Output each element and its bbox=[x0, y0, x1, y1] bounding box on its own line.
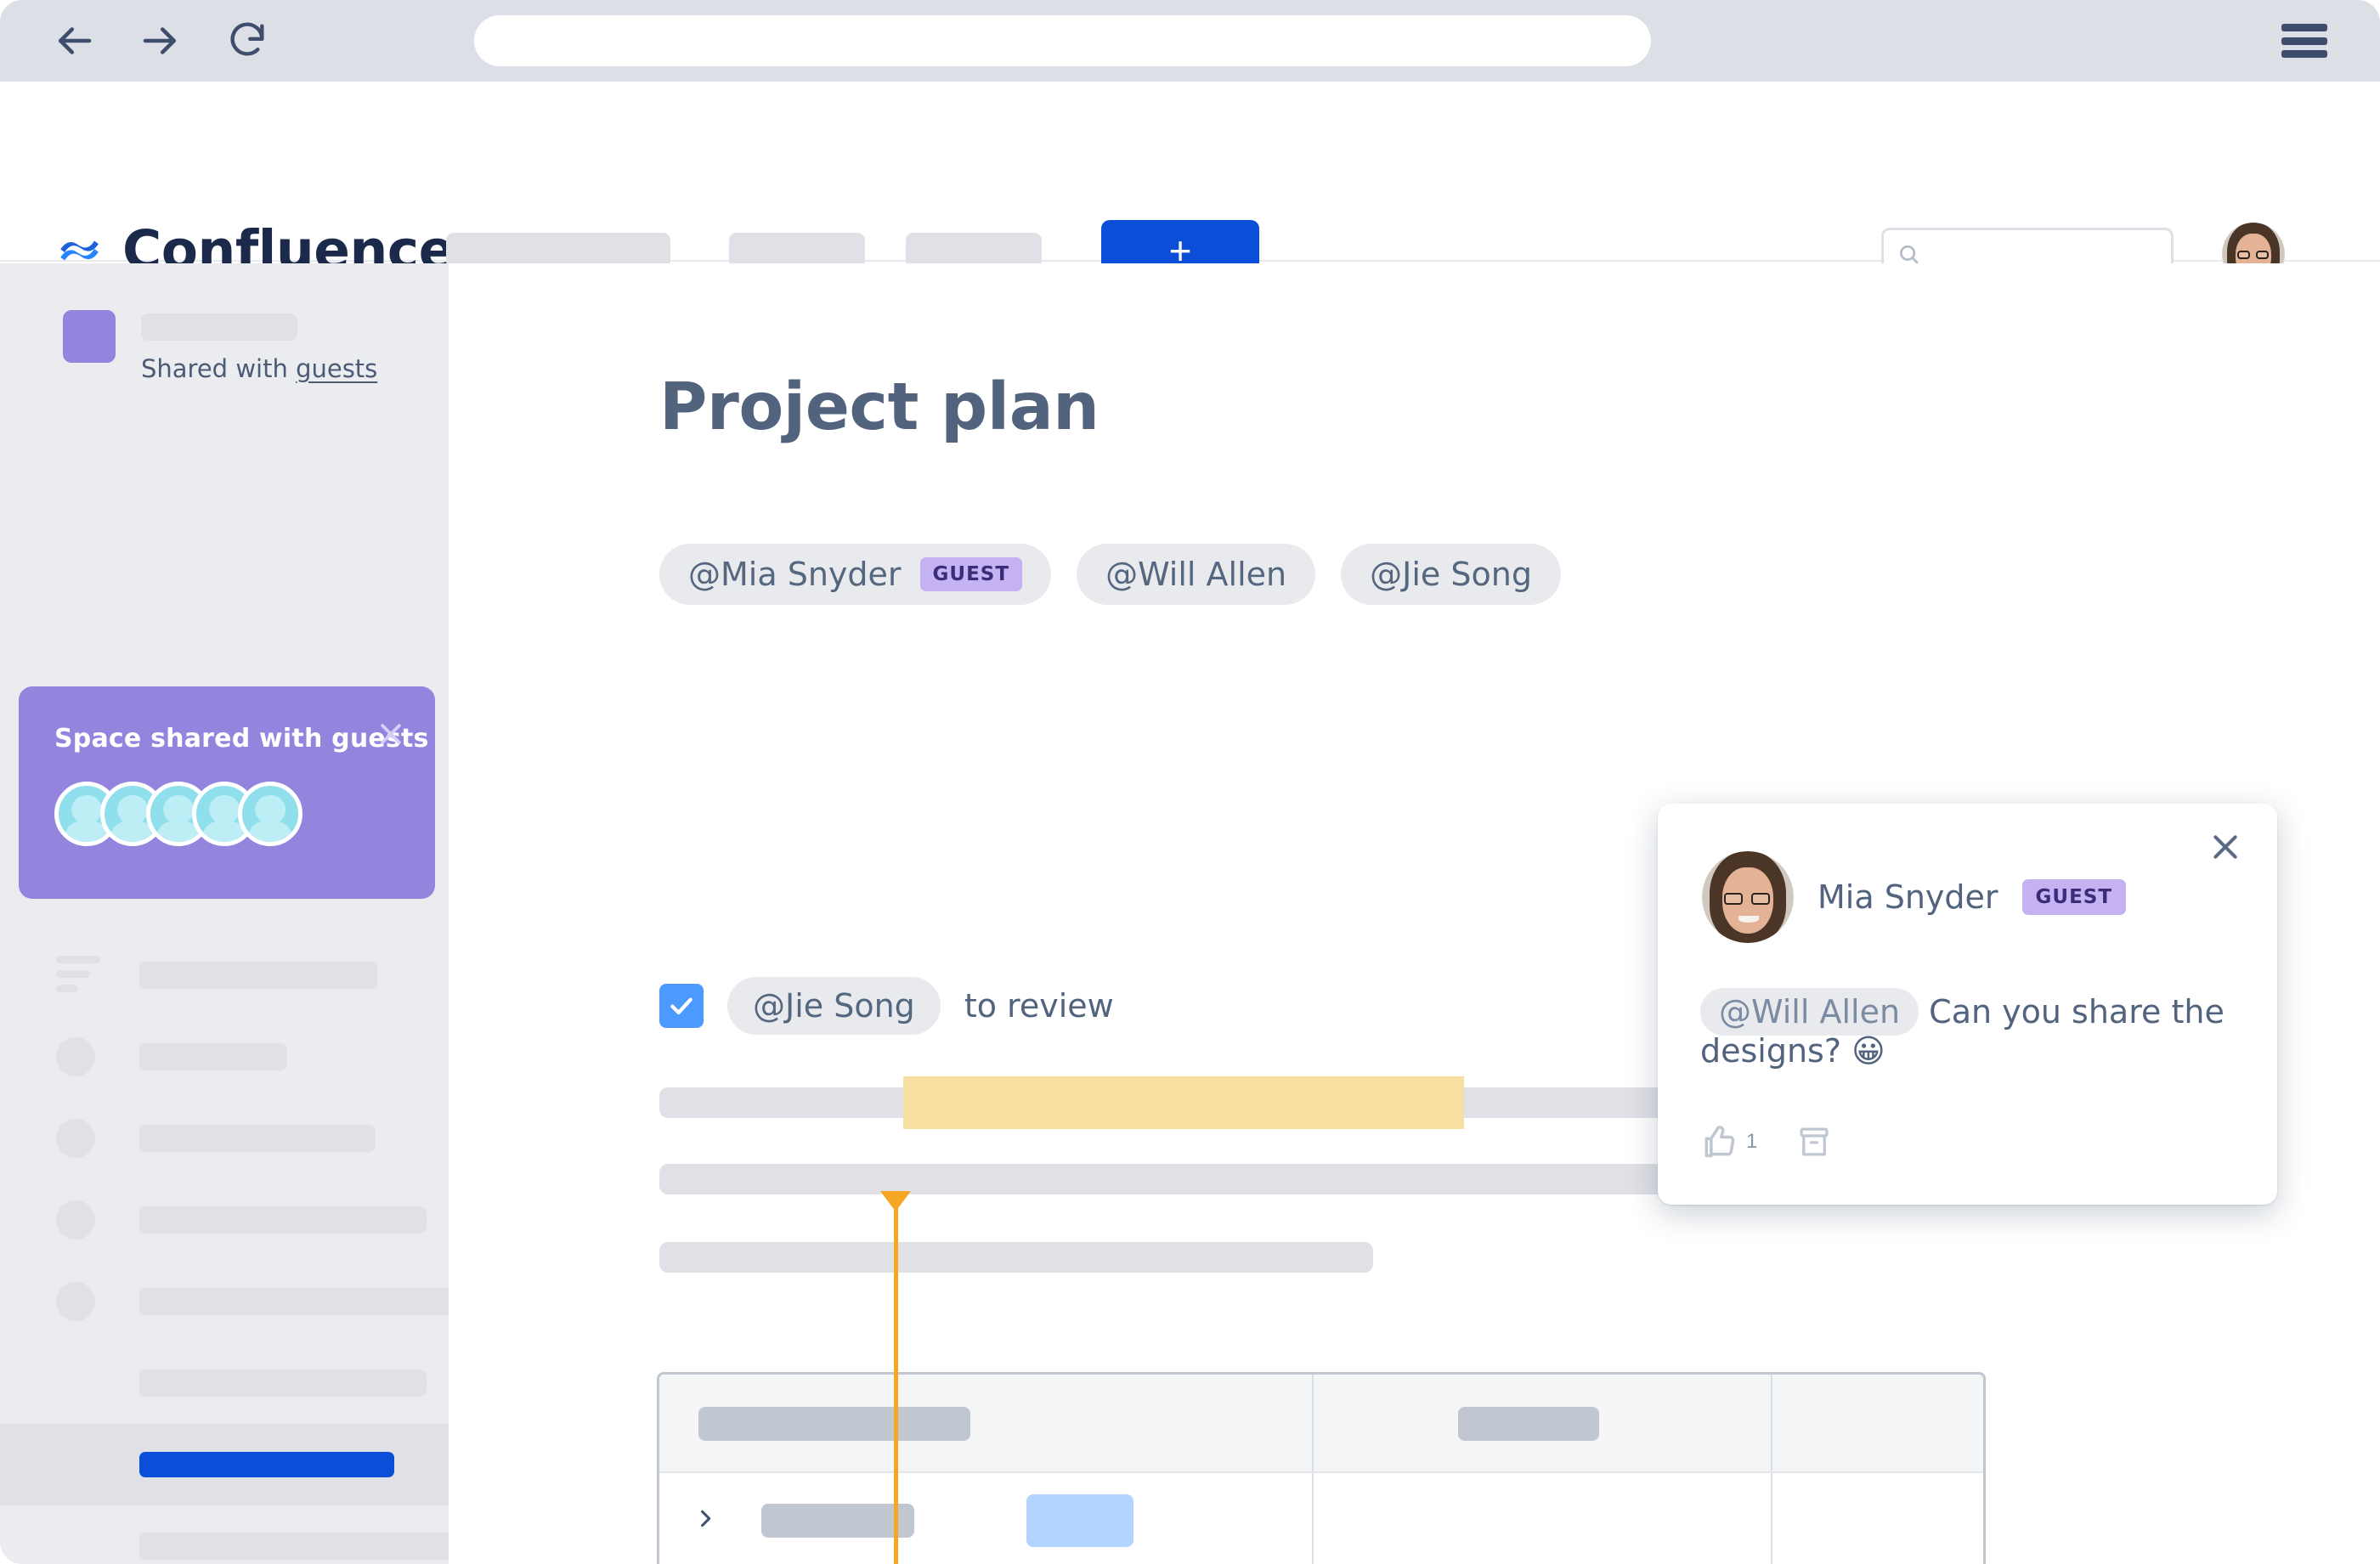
search-icon bbox=[1900, 245, 1919, 264]
mention-chip-row: @Mia Snyder GUEST @Will Allen @Jie Song bbox=[659, 544, 1561, 605]
space-name-placeholder bbox=[141, 313, 297, 341]
circle-icon bbox=[56, 1200, 112, 1239]
nav-item-2[interactable] bbox=[729, 233, 865, 268]
comment-header: Mia Snyder GUEST bbox=[1702, 851, 2127, 943]
guest-avatar-group bbox=[54, 782, 302, 846]
comment-mention[interactable]: @Will Allen bbox=[1700, 988, 1919, 1036]
hamburger-menu-icon[interactable] bbox=[2281, 24, 2327, 58]
reload-icon[interactable] bbox=[218, 11, 277, 71]
resolve-button[interactable] bbox=[1796, 1124, 1832, 1160]
guest-badge: GUEST bbox=[919, 557, 1023, 591]
sidebar-item-3[interactable] bbox=[0, 1098, 449, 1179]
sidebar-item-8[interactable] bbox=[0, 1505, 469, 1564]
gantt-bar[interactable] bbox=[1026, 1494, 1133, 1547]
circle-icon bbox=[56, 1119, 112, 1158]
mention-name: @Mia Snyder bbox=[688, 556, 902, 593]
sidebar-item-label bbox=[139, 1369, 427, 1397]
confluence-logo-icon bbox=[60, 240, 99, 261]
comment-popup: Mia Snyder GUEST @Will Allen Can you sha… bbox=[1658, 804, 2277, 1205]
guests-link[interactable]: guests bbox=[296, 354, 378, 383]
comment-author-name: Mia Snyder bbox=[1818, 878, 1998, 916]
task-mention-chip[interactable]: @Jie Song bbox=[727, 977, 941, 1035]
gantt-row[interactable] bbox=[659, 1473, 1983, 1564]
mention-chip-jie-song[interactable]: @Jie Song bbox=[1341, 544, 1561, 605]
shared-with-guests-label: Shared with guests bbox=[141, 354, 377, 383]
sidebar-item-4[interactable] bbox=[0, 1179, 449, 1261]
sidebar-item-label bbox=[139, 1533, 469, 1560]
comment-actions: 1 bbox=[1700, 1123, 1832, 1160]
sidebar-item-2[interactable] bbox=[0, 1016, 449, 1098]
sidebar-item-6[interactable] bbox=[0, 1342, 449, 1424]
circle-icon bbox=[56, 1282, 112, 1321]
archive-box-icon bbox=[1800, 1127, 1829, 1156]
text-placeholder-line bbox=[659, 1164, 1822, 1194]
gantt-header-label bbox=[698, 1407, 970, 1441]
comment-author-avatar bbox=[1702, 851, 1794, 943]
column-divider bbox=[1312, 1375, 1314, 1471]
sidebar-item-1[interactable] bbox=[0, 934, 449, 1016]
task-item: @Jie Song to review bbox=[659, 977, 1114, 1035]
column-divider bbox=[1771, 1473, 1772, 1564]
gantt-table bbox=[657, 1372, 1986, 1564]
gantt-header-row bbox=[659, 1375, 1983, 1473]
sidebar-item-label bbox=[139, 1125, 376, 1152]
mention-chip-mia-snyder[interactable]: @Mia Snyder GUEST bbox=[659, 544, 1052, 605]
sidebar-item-label bbox=[139, 1043, 287, 1070]
nav-item-1[interactable] bbox=[446, 233, 670, 268]
sidebar-item-5[interactable] bbox=[0, 1261, 469, 1342]
sidebar-item-label bbox=[139, 1288, 469, 1315]
mention-name: @Jie Song bbox=[1370, 556, 1532, 593]
comment-text-2: the designs? bbox=[1700, 993, 2225, 1070]
space-shared-with-guests-card: Space shared with guests bbox=[19, 686, 435, 899]
list-lines-icon bbox=[56, 956, 112, 995]
checkmark-icon bbox=[670, 997, 693, 1015]
sidebar-item-label bbox=[139, 1206, 427, 1234]
forward-icon[interactable] bbox=[131, 11, 190, 71]
column-divider bbox=[1771, 1375, 1772, 1471]
comment-text-1: Can you share bbox=[1929, 993, 2162, 1030]
guest-avatar bbox=[238, 782, 302, 846]
sidebar-nav-list bbox=[0, 934, 469, 1564]
sidebar-item-label bbox=[139, 1452, 394, 1477]
today-marker-line bbox=[894, 1198, 898, 1564]
like-button[interactable]: 1 bbox=[1700, 1123, 1757, 1160]
confluence-header: Confluence + bbox=[0, 82, 2380, 285]
guest-card-title: Space shared with guests bbox=[54, 724, 429, 754]
comment-emoji: 😀 bbox=[1851, 1032, 1885, 1070]
comment-body: @Will Allen Can you share the designs? 😀 bbox=[1700, 988, 2244, 1071]
url-input[interactable] bbox=[474, 15, 1651, 66]
sidebar-item-selected[interactable] bbox=[0, 1424, 449, 1505]
sidebar: Shared with guests Space shared with gue… bbox=[0, 263, 469, 1564]
close-icon[interactable] bbox=[372, 715, 410, 753]
like-count: 1 bbox=[1746, 1130, 1758, 1153]
sidebar-item-label bbox=[139, 962, 377, 989]
shared-with-text: Shared with bbox=[141, 354, 297, 383]
space-header[interactable]: Shared with guests bbox=[63, 310, 377, 383]
text-highlight bbox=[903, 1076, 1464, 1129]
text-placeholder-line bbox=[659, 1242, 1373, 1273]
page-title: Project plan bbox=[659, 370, 1100, 445]
space-avatar-icon bbox=[63, 310, 116, 363]
guest-badge: GUEST bbox=[2021, 879, 2127, 915]
column-divider bbox=[1312, 1473, 1314, 1564]
chevron-right-icon[interactable] bbox=[693, 1507, 717, 1535]
browser-toolbar bbox=[0, 0, 2380, 82]
task-text: to review bbox=[964, 987, 1114, 1025]
back-icon[interactable] bbox=[44, 11, 104, 71]
gantt-header-label bbox=[1458, 1407, 1599, 1441]
mention-chip-will-allen[interactable]: @Will Allen bbox=[1077, 544, 1316, 605]
thumbs-up-icon bbox=[1704, 1126, 1735, 1158]
today-marker-arrow bbox=[880, 1191, 911, 1211]
gantt-row-label bbox=[761, 1504, 914, 1538]
task-checkbox[interactable] bbox=[659, 984, 704, 1028]
close-icon[interactable] bbox=[2206, 827, 2245, 867]
nav-item-3[interactable] bbox=[906, 233, 1042, 268]
mention-name: @Will Allen bbox=[1105, 556, 1287, 593]
search-input[interactable] bbox=[1930, 243, 2171, 265]
circle-icon bbox=[56, 1037, 112, 1076]
